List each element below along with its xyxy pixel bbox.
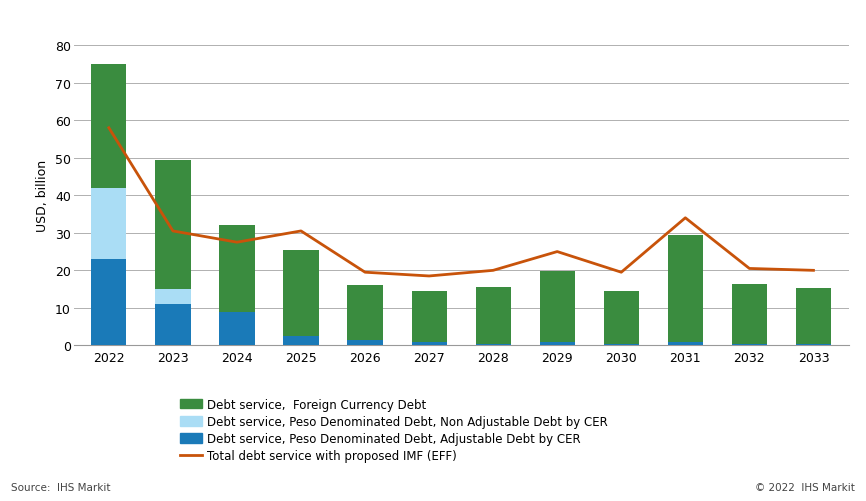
Bar xyxy=(219,312,255,346)
Bar xyxy=(91,188,126,260)
Bar xyxy=(283,250,319,336)
Text: Source:  IHS Markit: Source: IHS Markit xyxy=(11,482,111,492)
Bar xyxy=(475,344,511,346)
Bar xyxy=(283,336,319,346)
Y-axis label: USD, billion: USD, billion xyxy=(36,160,49,232)
Bar xyxy=(347,286,383,340)
Bar xyxy=(796,289,831,345)
Bar xyxy=(219,226,255,312)
Bar xyxy=(155,290,191,305)
Bar xyxy=(732,345,767,346)
Bar xyxy=(411,292,447,342)
Text: Argentina: Central government debt service by currency: Argentina: Central government debt servi… xyxy=(11,15,481,30)
Legend: Debt service,  Foreign Currency Debt, Debt service, Peso Denominated Debt, Non A: Debt service, Foreign Currency Debt, Deb… xyxy=(180,398,608,462)
Bar xyxy=(91,65,126,188)
Bar xyxy=(668,342,703,346)
Bar xyxy=(540,272,575,343)
Text: © 2022  IHS Markit: © 2022 IHS Markit xyxy=(755,482,855,492)
Bar xyxy=(668,235,703,342)
Bar xyxy=(347,340,383,346)
Bar xyxy=(91,260,126,346)
Bar xyxy=(475,288,511,344)
Bar xyxy=(604,292,639,344)
Bar xyxy=(732,285,767,345)
Bar xyxy=(604,344,639,346)
Bar xyxy=(540,343,575,346)
Bar xyxy=(411,342,447,346)
Bar xyxy=(796,345,831,346)
Bar xyxy=(155,305,191,346)
Bar xyxy=(155,160,191,290)
